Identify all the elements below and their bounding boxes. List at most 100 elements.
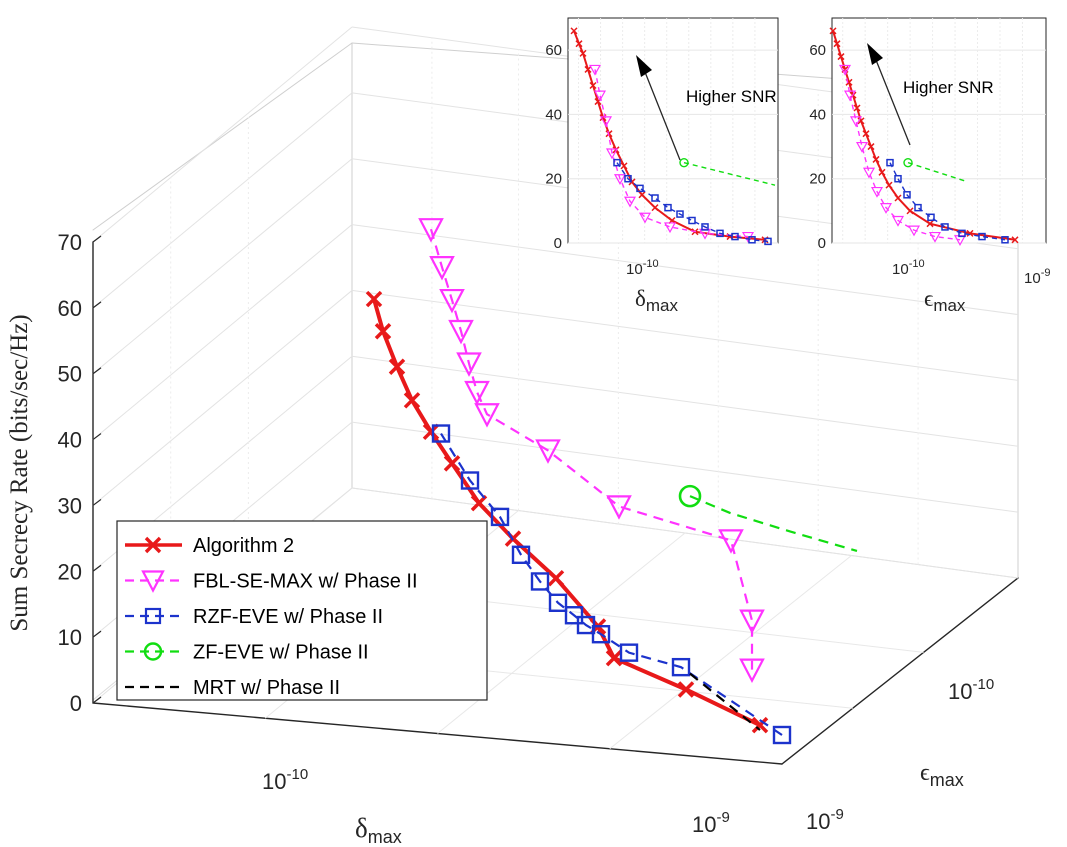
inset-marker-square (716, 229, 724, 238)
y-tick-label: 40 (58, 428, 82, 453)
inset-marker-x (867, 143, 875, 151)
grid-left-wall-line (92, 92, 353, 309)
inset-epsilon-bg (831, 17, 1047, 244)
series-2-marker (548, 593, 568, 612)
legend-marker (144, 536, 162, 554)
inset-marker-x (651, 204, 659, 212)
inset-marker-square (731, 232, 739, 241)
series-2-marker (564, 606, 584, 625)
series-1-marker (606, 495, 632, 520)
inset-marker-square (914, 203, 922, 212)
grid-back-wall-line (351, 289, 1019, 381)
higher-snr-label-2: Higher SNR (903, 78, 994, 97)
y-tick-mark (92, 564, 102, 572)
inset-y-tick-label: 0 (818, 235, 826, 252)
series-3-marker (678, 484, 702, 508)
legend-label: ZF-EVE w/ Phase II (193, 642, 369, 664)
inset-series-line-3 (907, 161, 969, 183)
inset-marker-triangle (849, 116, 863, 128)
inset-marker-x (872, 155, 880, 163)
inset-marker-x (894, 194, 902, 202)
legend: Algorithm 2 FBL-SE-MAX w/ Phase II RZF-EVE… (116, 520, 488, 701)
inset-series-line-3 (683, 161, 776, 186)
y-tick-label: 70 (58, 230, 82, 255)
x-axis-title: δmax (355, 813, 402, 847)
series-2-marker (619, 643, 639, 662)
inset-marker-square (958, 229, 966, 238)
inset-marker-x (575, 40, 583, 48)
inset-y-tick-label: 20 (809, 171, 826, 188)
series-0-marker (388, 358, 406, 376)
inset-marker-x (885, 181, 893, 189)
grid-back-wall-line (351, 355, 1019, 447)
inset-marker-x (584, 65, 592, 73)
inset-marker-square (978, 232, 986, 241)
inset-epsilon-plot: 0 20 40 60 Higher SNR 10-10 10-9 ϵmax (809, 17, 1050, 315)
y-tick-label: 0 (70, 691, 82, 716)
z-tick-1e-9: 10-9 (806, 806, 844, 834)
z-axis-title: ϵmax (920, 760, 964, 790)
inset-marker-square (701, 223, 709, 231)
legend-item: Algorithm 2 (125, 535, 294, 557)
inset-marker-x (837, 53, 845, 61)
inset-marker-triangle (599, 116, 613, 128)
inset-marker-x (862, 130, 870, 138)
y-axis-title: Sum Secrecy Rate (bits/sec/Hz) (6, 314, 33, 631)
inset-epsilon-x-tick-2: 10-9 (1024, 267, 1050, 287)
inset-marker-square (676, 210, 684, 218)
higher-snr-label-1: Higher SNR (686, 87, 777, 106)
inset-marker-triangle (838, 64, 852, 76)
inset-y-tick-label: 60 (545, 42, 562, 59)
series-1-marker (718, 529, 744, 554)
series-line-4 (689, 672, 761, 731)
inset-marker-x (620, 162, 628, 170)
inset-marker-triangle (907, 225, 921, 237)
inset-delta-series (570, 27, 776, 246)
legend-label: RZF-EVE w/ Phase II (193, 606, 383, 628)
series-line-2 (440, 432, 783, 736)
series-1-marker (448, 319, 474, 345)
series-0-marker (443, 455, 461, 472)
inset-delta-bg (567, 17, 779, 244)
series-1-marker (739, 658, 765, 684)
inset-marker-x (966, 229, 974, 237)
inset-marker-triangle (623, 196, 637, 208)
inset-marker-x (1011, 236, 1019, 244)
series-2-marker (671, 657, 691, 677)
legend-item: RZF-EVE w/ Phase II (125, 606, 383, 628)
series-1-marker (429, 256, 455, 281)
legend-marker (143, 642, 163, 661)
inset-marker-triangle (843, 90, 857, 102)
series-2-marker (460, 471, 480, 490)
y-axis-ticks: 0 10 20 30 40 50 60 70 (58, 230, 102, 716)
grid-left-wall-line (92, 224, 353, 440)
inset-marker-square (664, 203, 672, 212)
y-tick-label: 60 (58, 296, 82, 321)
inset-y-tick-label: 0 (554, 235, 562, 252)
inset-marker-square (613, 158, 621, 167)
z-tick-1e-10: 10-10 (948, 676, 994, 704)
inset-series-line-1 (844, 69, 961, 241)
series-1-marker (456, 352, 482, 377)
inset-delta-y-ticks: 0 20 40 60 (545, 42, 562, 252)
inset-marker-circle (679, 157, 689, 168)
inset-marker-triangle (605, 148, 619, 160)
y-tick-label: 30 (58, 493, 82, 518)
inset-y-tick-label: 40 (809, 106, 826, 123)
inset-marker-triangle (613, 174, 627, 185)
inset-marker-triangle (588, 64, 602, 76)
series-1-marker (535, 439, 561, 464)
inset-marker-triangle (879, 203, 893, 214)
inset-marker-triangle (891, 215, 905, 227)
x-tick-1e-9: 10-9 (692, 809, 730, 837)
y-tick-label: 20 (58, 559, 82, 584)
legend-item: FBL-SE-MAX w/ Phase II (125, 570, 418, 593)
inset-marker-x (833, 40, 841, 48)
inset-marker-square (636, 184, 644, 193)
inset-marker-x (926, 220, 934, 228)
inset-marker-square (651, 194, 659, 202)
inset-marker-x (638, 191, 646, 199)
inset-marker-triangle (870, 186, 884, 198)
arrowhead-2 (867, 43, 883, 65)
series-0-marker (365, 290, 383, 308)
